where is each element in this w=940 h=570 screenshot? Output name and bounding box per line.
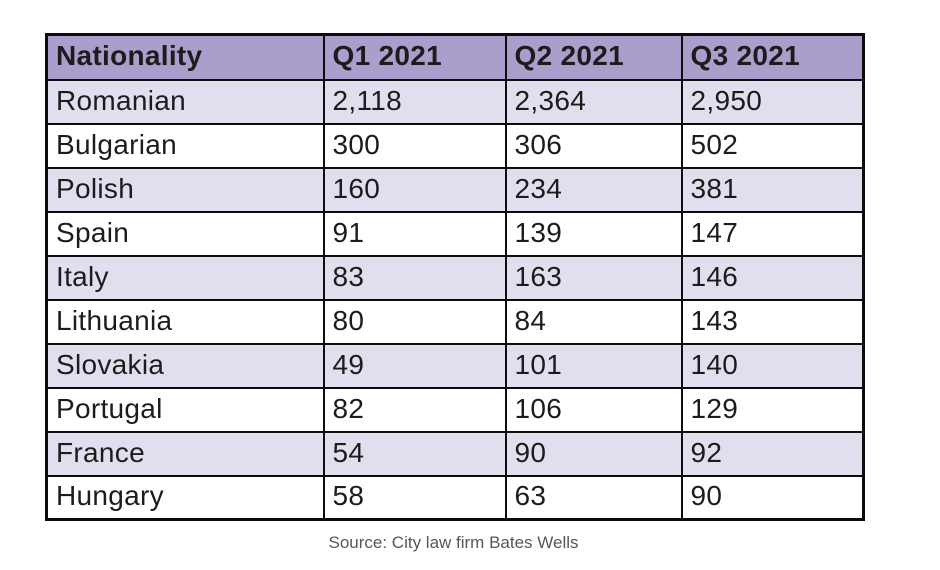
nationality-cell: Slovakia — [45, 342, 325, 389]
q1-value-cell: 91 — [322, 210, 507, 257]
nationality-cell: Romanian — [45, 78, 325, 125]
q2-value-cell: 84 — [504, 298, 683, 345]
q2-value-cell: 106 — [504, 386, 683, 433]
column-header-nationality: Nationality — [45, 33, 325, 81]
q3-value-cell: 2,950 — [680, 78, 865, 125]
column-header-q3-2021: Q3 2021 — [680, 33, 865, 81]
table-row: Hungary 58 63 90 — [45, 474, 865, 521]
table-row: Romanian 2,118 2,364 2,950 — [45, 78, 865, 125]
q1-value-cell: 58 — [322, 474, 507, 521]
table-row: Portugal 82 106 129 — [45, 386, 865, 433]
q3-value-cell: 381 — [680, 166, 865, 213]
q1-value-cell: 80 — [322, 298, 507, 345]
table-row: Spain 91 139 147 — [45, 210, 865, 257]
q3-value-cell: 502 — [680, 122, 865, 169]
nationality-cell: Hungary — [45, 474, 325, 521]
nationality-cell: Polish — [45, 166, 325, 213]
q2-value-cell: 90 — [504, 430, 683, 477]
q1-value-cell: 49 — [322, 342, 507, 389]
q1-value-cell: 2,118 — [322, 78, 507, 125]
nationality-table: Nationality Q1 2021 Q2 2021 Q3 2021 Roma… — [45, 33, 865, 521]
table-row: Lithuania 80 84 143 — [45, 298, 865, 345]
table-body: Romanian 2,118 2,364 2,950 Bulgarian 300… — [45, 78, 865, 521]
nationality-cell: France — [45, 430, 325, 477]
q1-value-cell: 83 — [322, 254, 507, 301]
q1-value-cell: 300 — [322, 122, 507, 169]
column-header-q2-2021: Q2 2021 — [504, 33, 683, 81]
q2-value-cell: 101 — [504, 342, 683, 389]
table-row: Slovakia 49 101 140 — [45, 342, 865, 389]
q3-value-cell: 143 — [680, 298, 865, 345]
q2-value-cell: 163 — [504, 254, 683, 301]
q3-value-cell: 129 — [680, 386, 865, 433]
table-row: Polish 160 234 381 — [45, 166, 865, 213]
q2-value-cell: 2,364 — [504, 78, 683, 125]
q2-value-cell: 139 — [504, 210, 683, 257]
column-header-q1-2021: Q1 2021 — [322, 33, 507, 81]
nationality-cell: Spain — [45, 210, 325, 257]
table-header-row: Nationality Q1 2021 Q2 2021 Q3 2021 — [45, 33, 865, 81]
q2-value-cell: 234 — [504, 166, 683, 213]
q2-value-cell: 306 — [504, 122, 683, 169]
table-header: Nationality Q1 2021 Q2 2021 Q3 2021 — [45, 33, 865, 81]
table-row: Italy 83 163 146 — [45, 254, 865, 301]
nationality-cell: Portugal — [45, 386, 325, 433]
q3-value-cell: 140 — [680, 342, 865, 389]
nationality-cell: Bulgarian — [45, 122, 325, 169]
source-caption: Source: City law firm Bates Wells — [328, 533, 579, 552]
q3-value-cell: 147 — [680, 210, 865, 257]
table-row: France 54 90 92 — [45, 430, 865, 477]
nationality-table-container: Nationality Q1 2021 Q2 2021 Q3 2021 Roma… — [45, 33, 865, 521]
q3-value-cell: 90 — [680, 474, 865, 521]
q1-value-cell: 54 — [322, 430, 507, 477]
q3-value-cell: 146 — [680, 254, 865, 301]
q1-value-cell: 82 — [322, 386, 507, 433]
nationality-cell: Lithuania — [45, 298, 325, 345]
q1-value-cell: 160 — [322, 166, 507, 213]
nationality-cell: Italy — [45, 254, 325, 301]
q3-value-cell: 92 — [680, 430, 865, 477]
q2-value-cell: 63 — [504, 474, 683, 521]
table-row: Bulgarian 300 306 502 — [45, 122, 865, 169]
